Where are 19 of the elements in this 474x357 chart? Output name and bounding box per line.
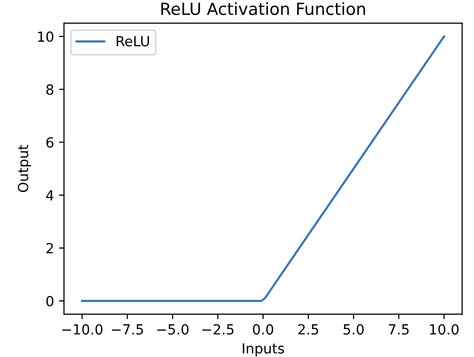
- legend-label: ReLU: [116, 36, 149, 46]
- x-axis-title: Inputs: [242, 343, 284, 356]
- y-tick-label: 4: [46, 190, 54, 200]
- y-axis-title: Output: [18, 144, 32, 192]
- x-tick-label: −2.5: [202, 324, 234, 335]
- y-tick-label: 0: [46, 296, 54, 306]
- x-tick-label: −7.5: [112, 324, 143, 335]
- x-tick-label: −10.0: [62, 324, 102, 335]
- chart-title: ReLU Activation Function: [161, 2, 365, 16]
- y-tick-label: 6: [46, 137, 54, 148]
- x-tick-label: −5.0: [157, 324, 189, 335]
- y-tick-label: 8: [46, 84, 54, 95]
- x-tick-label: 0.0: [252, 324, 274, 335]
- x-tick-label: 2.5: [298, 324, 318, 335]
- x-tick-label: 10.0: [430, 324, 459, 335]
- x-tick-label: 7.5: [388, 324, 409, 335]
- y-tick-label: 2: [46, 243, 53, 254]
- x-tick-label: 5.0: [344, 324, 364, 335]
- y-tick-label: 10: [38, 31, 54, 42]
